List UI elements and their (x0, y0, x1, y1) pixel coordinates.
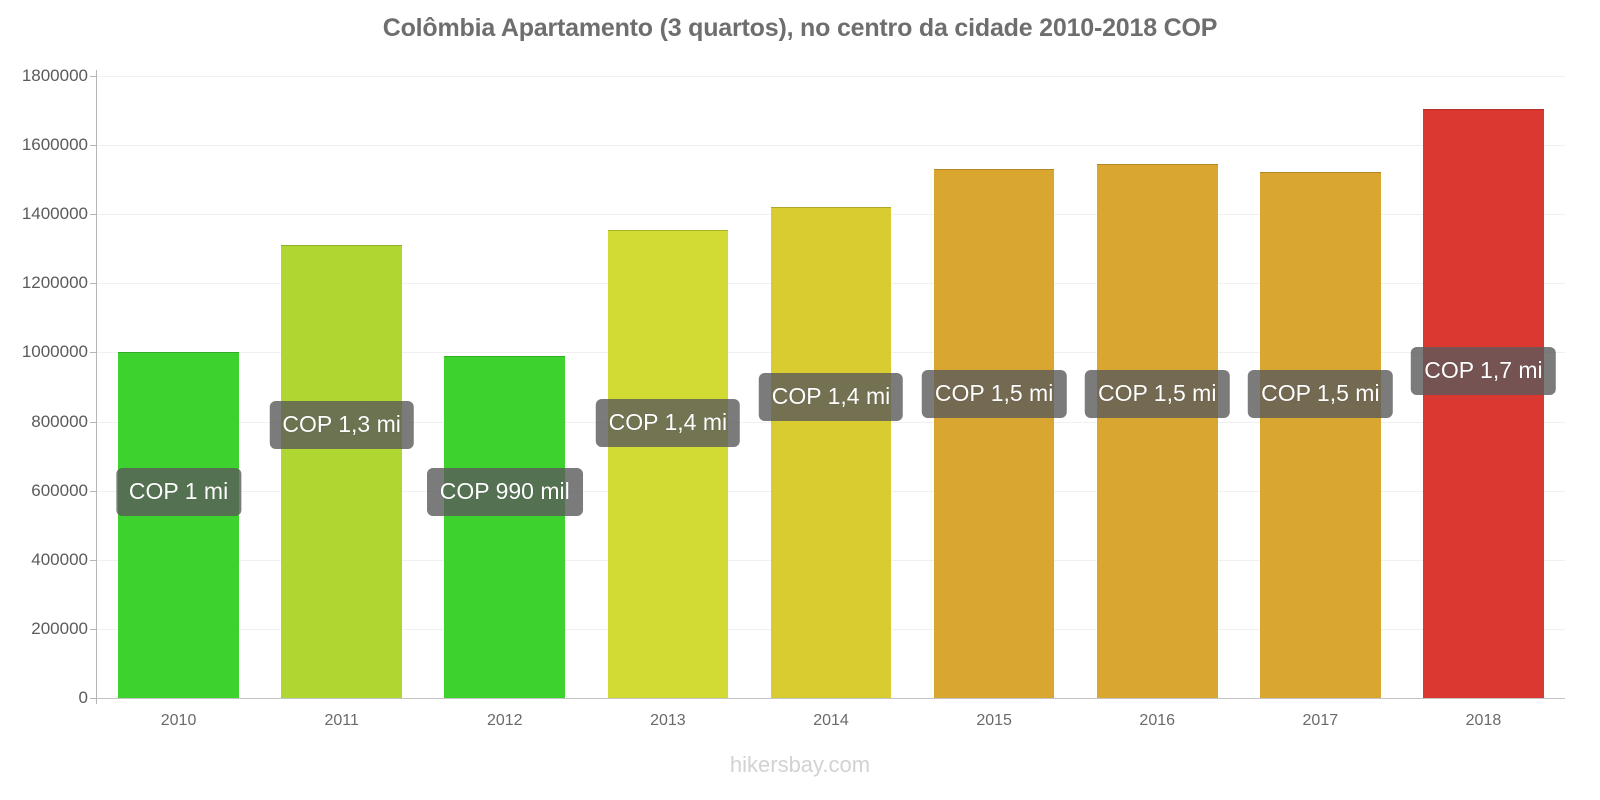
bar-2017[interactable] (1259, 172, 1381, 698)
x-axis-tick-label: 2016 (1139, 712, 1176, 729)
bar-2018[interactable] (1423, 108, 1544, 698)
y-axis-tick-label: 800000 (31, 411, 88, 431)
data-label-2011: COP 1,3 mi (269, 401, 414, 449)
plot-area (97, 76, 1565, 699)
x-axis-tick-label: 2014 (813, 712, 849, 729)
y-axis-tick-mark (90, 490, 97, 492)
y-axis-tick-mark (90, 628, 97, 630)
bar-2015[interactable] (933, 169, 1055, 698)
data-label-2015: COP 1,5 mi (921, 369, 1067, 418)
x-axis-line (97, 698, 1565, 699)
x-axis-tick-label: 2017 (1302, 712, 1339, 729)
bar-2011[interactable] (281, 245, 402, 698)
bar-2012[interactable] (444, 355, 566, 698)
data-label-2013: COP 1,4 mi (595, 399, 741, 448)
gridline (97, 145, 1565, 147)
data-label-2010: COP 1 mi (115, 468, 242, 517)
y-axis-tick-label: 1600000 (21, 135, 88, 155)
y-axis-tick-label: 1800000 (21, 66, 88, 85)
y-axis-tick-label: 400000 (31, 549, 88, 569)
bar-2014[interactable] (770, 207, 892, 698)
data-label-2016: COP 1,5 mi (1084, 369, 1230, 418)
x-axis-tick-label: 2011 (324, 712, 359, 729)
x-axis-tick-label: 2012 (486, 712, 523, 729)
x-axis-tick-label: 2013 (650, 712, 686, 729)
data-label-2018: COP 1,7 mi (1411, 347, 1556, 396)
x-axis-tick-label: 2018 (1465, 712, 1502, 729)
y-axis-tick-label: 200000 (31, 618, 88, 638)
y-axis-tick-mark (90, 214, 97, 216)
y-axis-line (96, 70, 97, 704)
gridline (97, 76, 1565, 77)
y-axis-tick-mark (90, 559, 97, 561)
y-axis-tick-label: 0 (78, 688, 88, 707)
y-axis-tick-mark (90, 283, 97, 285)
data-label-2014: COP 1,4 mi (758, 373, 904, 422)
bar-2010[interactable] (118, 352, 239, 698)
footer-credit: hikersbay.com (729, 752, 871, 777)
bar-2016[interactable] (1096, 164, 1218, 698)
y-axis-tick-label: 1000000 (21, 342, 88, 362)
y-axis-tick-mark (90, 145, 97, 147)
data-label-2017: COP 1,5 mi (1248, 369, 1393, 418)
bar-2013[interactable] (607, 229, 729, 698)
y-axis-tick-mark (90, 698, 97, 699)
y-axis-tick-mark (90, 76, 97, 77)
y-axis-tick-label: 1200000 (21, 273, 88, 293)
chart-title: Colômbia Apartamento (3 quartos), no cen… (382, 14, 1218, 42)
x-axis-tick-label: 2015 (976, 712, 1012, 729)
x-axis-tick-label: 2010 (160, 712, 197, 729)
y-axis-tick-mark (90, 352, 97, 354)
y-axis-tick-label: 600000 (31, 480, 88, 500)
data-label-2012: COP 990 mil (426, 468, 583, 517)
y-axis-tick-mark (90, 421, 97, 423)
y-axis-tick-label: 1400000 (21, 204, 88, 224)
